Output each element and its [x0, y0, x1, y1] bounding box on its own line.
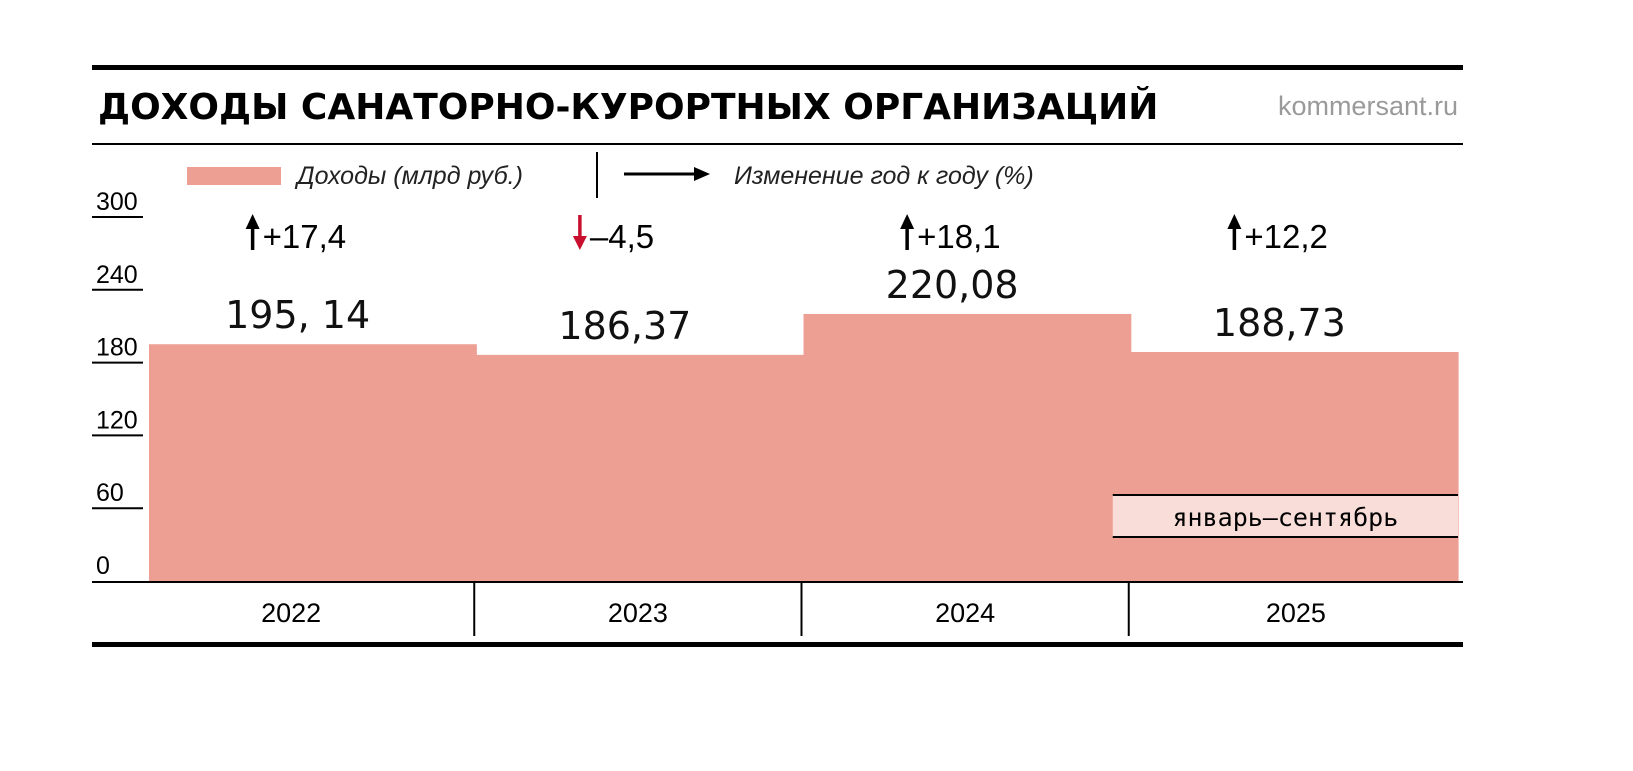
change-2022: +17,4 [245, 214, 347, 255]
bar-2025 [1130, 352, 1459, 581]
y-axis: 0 60 120 180 240 300 [92, 188, 143, 580]
y-tick-label: 240 [96, 261, 138, 289]
period-note-text: январь–сентябрь [1172, 503, 1398, 532]
y-tick-label: 180 [96, 334, 138, 362]
value-label-2024: 220,08 [886, 263, 1019, 307]
change-label: +17,4 [263, 218, 347, 255]
bar-2024 [803, 313, 1132, 581]
y-tick-label: 0 [96, 552, 110, 580]
y-tick-label: 60 [96, 479, 124, 507]
change-labels: +17,4 –4,5 +18,1 +12,2 [245, 214, 1328, 255]
header-rule [92, 143, 1463, 145]
period-note: январь–сентябрь [1112, 494, 1458, 538]
legend-change-label: Изменение год к году (%) [734, 162, 1034, 190]
legend-bar-label: Доходы (млрд руб.) [294, 162, 523, 190]
x-axis: 2022 2023 2024 2025 [261, 583, 1326, 636]
legend: Доходы (млрд руб.) Изменение год к году … [187, 152, 1034, 198]
change-label: +12,2 [1244, 218, 1328, 255]
x-tick-label-2023: 2023 [608, 598, 668, 628]
bottom-rule [92, 642, 1463, 647]
chart-title: ДОХОДЫ САНАТОРНО-КУРОРТНЫХ ОРГАНИЗАЦИЙ [98, 86, 1158, 128]
source-label: kommersant.ru [1278, 91, 1458, 121]
arrow-up-icon [1227, 214, 1242, 250]
value-label-2023: 186,37 [558, 304, 691, 348]
x-tick-label-2024: 2024 [935, 598, 995, 628]
x-tick-label-2022: 2022 [261, 598, 321, 628]
x-axis-baseline [92, 581, 1463, 583]
arrow-up-icon [900, 214, 915, 250]
change-label: –4,5 [590, 218, 654, 255]
change-label: +18,1 [917, 218, 1001, 255]
bar-2023 [476, 354, 805, 581]
legend-arrow-icon [624, 167, 710, 181]
value-labels: 195, 14 186,37 220,08 188,73 [225, 263, 1346, 348]
change-2023: –4,5 [572, 215, 654, 255]
x-tick-label-2025: 2025 [1266, 598, 1326, 628]
bar-2022 [149, 344, 477, 581]
change-2024: +18,1 [900, 214, 1001, 255]
arrow-down-icon [572, 215, 587, 250]
value-label-2025: 188,73 [1213, 301, 1346, 345]
change-2025: +12,2 [1227, 214, 1328, 255]
legend-bar-swatch [187, 167, 281, 185]
arrow-up-icon [245, 214, 260, 250]
top-rule [92, 65, 1463, 70]
value-label-2022: 195, 14 [225, 293, 370, 337]
period-note-background [1112, 495, 1458, 537]
y-tick-label: 300 [96, 188, 138, 216]
y-tick-label: 120 [96, 406, 138, 434]
bars [149, 313, 1459, 581]
